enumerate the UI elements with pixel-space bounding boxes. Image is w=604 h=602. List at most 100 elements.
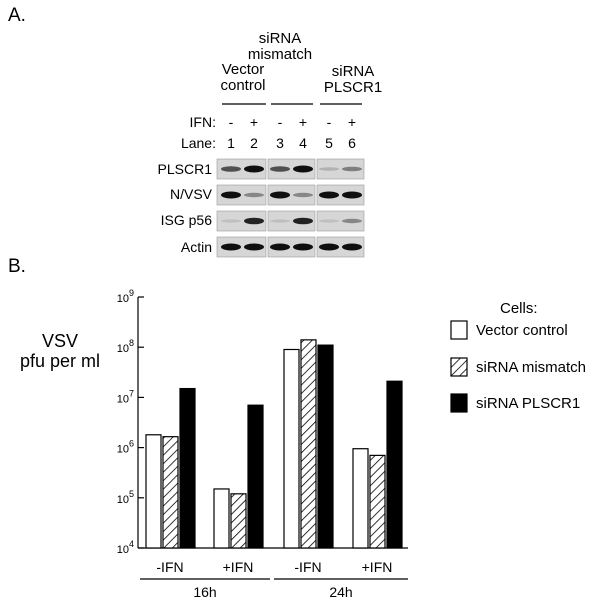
- bar: [179, 387, 196, 549]
- header-line: control: [220, 77, 266, 94]
- blot-band: [221, 243, 241, 251]
- blot-panel: [267, 236, 316, 258]
- header-sirna-plscr1: siRNA PLSCR1: [316, 64, 390, 96]
- panel-a-label: A.: [8, 5, 26, 26]
- blot-band: [342, 191, 362, 199]
- lane-label: Lane:: [180, 135, 216, 151]
- ifn-mark: -: [326, 114, 332, 130]
- blot-band: [244, 217, 264, 225]
- bar: [247, 404, 264, 549]
- legend-swatches: [450, 320, 468, 413]
- lane-number: 1: [227, 135, 235, 151]
- x-tick-label: +IFN: [223, 559, 254, 575]
- header-line: Vector: [221, 61, 265, 78]
- y-tick-label: 105: [117, 489, 134, 506]
- bar: [230, 493, 247, 549]
- ifn-mark: -: [228, 114, 234, 130]
- blot-label-actin: Actin: [180, 239, 212, 255]
- lane-number: 2: [250, 135, 258, 151]
- blot-panel: [267, 158, 316, 180]
- blot-band: [270, 219, 290, 223]
- blot-label-nvsv: N/VSV: [169, 186, 212, 202]
- header-vector-control: Vector control: [206, 62, 280, 94]
- blot-band: [293, 217, 313, 225]
- legend-swatch-sirna-plscr1: [450, 393, 468, 413]
- x-tick-label: -IFN: [156, 559, 183, 575]
- bar: [213, 488, 230, 549]
- blot-band: [270, 243, 290, 251]
- bar: [162, 436, 179, 549]
- blot-band: [293, 192, 313, 198]
- header-line: PLSCR1: [323, 79, 383, 96]
- y-tick-label: 107: [117, 388, 134, 405]
- x-tick-label: +IFN: [362, 559, 393, 575]
- blot-band: [293, 165, 313, 173]
- ifn-label: IFN:: [189, 114, 216, 130]
- blot-panel: [216, 236, 267, 258]
- header-sirna-mismatch: siRNA mismatch: [240, 31, 320, 63]
- header-line: mismatch: [247, 46, 313, 63]
- blot-panel: [267, 184, 316, 206]
- blot-panel: [316, 184, 365, 206]
- blot-band: [270, 166, 290, 172]
- blot-band: [244, 165, 264, 173]
- legend-entry-vector-control: Vector control: [476, 322, 568, 339]
- header-line: siRNA: [258, 30, 302, 47]
- bar: [386, 380, 403, 549]
- y-axis-label-line: pfu per ml: [19, 351, 101, 371]
- bar: [369, 454, 386, 549]
- panel-b-label: B.: [8, 256, 26, 277]
- legend-swatch-vector-control: [450, 320, 468, 340]
- blot-band: [342, 218, 362, 224]
- blot-band: [342, 243, 362, 251]
- blot-panel: [216, 210, 267, 232]
- legend-title: Cells:: [500, 300, 538, 317]
- header-underlines: [222, 103, 362, 105]
- lane-number: 6: [348, 135, 356, 151]
- ifn-mark: -: [277, 114, 283, 130]
- ifn-mark: +: [249, 114, 259, 130]
- legend-entry-sirna-plscr1: siRNA PLSCR1: [476, 395, 581, 412]
- blot-panel: [267, 210, 316, 232]
- blot-band: [221, 191, 241, 199]
- blot-band: [319, 191, 339, 199]
- blot-band: [293, 243, 313, 251]
- western-blots: [216, 158, 365, 258]
- ifn-mark: +: [298, 114, 308, 130]
- group-label: 16h: [193, 584, 216, 600]
- bar: [145, 434, 162, 549]
- ifn-mark: +: [347, 114, 357, 130]
- lane-number: 3: [276, 135, 284, 151]
- y-axis-label-line: VSV: [41, 331, 79, 351]
- bar: [352, 448, 369, 549]
- y-tick-label: 108: [117, 338, 134, 355]
- lane-number: 5: [325, 135, 333, 151]
- bar: [283, 348, 300, 549]
- bar: [300, 339, 317, 549]
- bar-chart: 104 105 106 107 108 109 -IFN +IFN -IFN +IFN 16h 24h: [117, 288, 408, 600]
- y-tick-label: 109: [117, 288, 134, 305]
- blot-panel: [216, 184, 267, 206]
- header-line: siRNA: [331, 63, 375, 80]
- blot-band: [319, 219, 339, 223]
- blot-band: [221, 219, 241, 223]
- blot-band: [221, 166, 241, 172]
- blot-panel: [316, 210, 365, 232]
- blot-panel: [316, 236, 365, 258]
- legend-entry-sirna-mismatch: siRNA mismatch: [476, 359, 587, 376]
- blot-band: [342, 166, 362, 172]
- blot-band: [270, 191, 290, 199]
- y-axis-label: VSV pfu per ml: [10, 331, 110, 371]
- bar: [317, 344, 334, 549]
- blot-panel: [316, 158, 365, 180]
- blot-band: [319, 243, 339, 251]
- blot-label-plscr1: PLSCR1: [157, 161, 212, 177]
- blot-band: [244, 243, 264, 251]
- blot-band: [244, 192, 264, 198]
- lane-number: 4: [299, 135, 307, 151]
- blot-panel: [216, 158, 267, 180]
- x-tick-label: -IFN: [294, 559, 321, 575]
- blot-band: [319, 167, 339, 171]
- blot-label-isg-p56: ISG p56: [160, 212, 212, 228]
- group-label: 24h: [329, 584, 352, 600]
